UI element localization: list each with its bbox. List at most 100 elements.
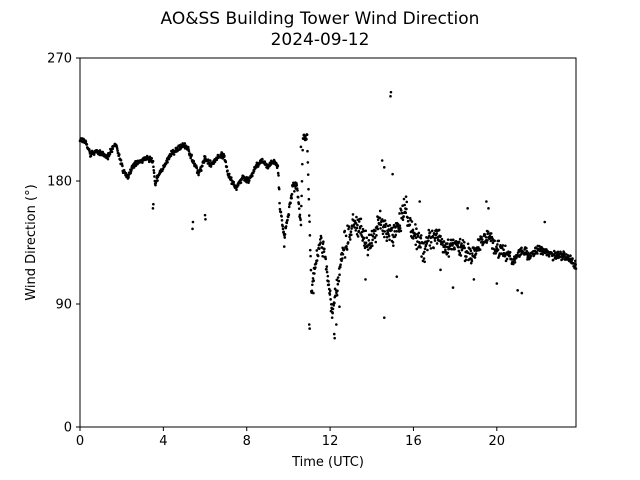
data-point <box>85 142 89 146</box>
data-point <box>539 252 543 256</box>
data-point <box>367 233 371 237</box>
data-point <box>348 235 351 239</box>
data-point <box>119 158 123 162</box>
data-point <box>283 232 287 236</box>
data-point <box>375 225 379 228</box>
data-point <box>202 161 206 164</box>
data-point <box>230 176 233 179</box>
data-point <box>299 204 303 208</box>
data-point <box>192 159 196 163</box>
data-point <box>223 154 226 158</box>
data-point <box>410 220 414 223</box>
data-point <box>327 283 331 286</box>
data-point <box>279 210 283 214</box>
data-point <box>307 214 311 217</box>
data-point <box>423 260 426 264</box>
data-point <box>355 226 359 230</box>
data-point <box>277 174 280 177</box>
data-point <box>319 241 322 244</box>
data-point <box>480 235 483 239</box>
data-point <box>166 160 169 164</box>
data-point <box>418 242 422 245</box>
data-point <box>338 265 342 269</box>
data-point <box>203 213 207 217</box>
data-point <box>482 241 485 245</box>
data-point <box>419 236 423 240</box>
data-point <box>470 259 474 263</box>
data-point <box>335 291 338 295</box>
data-point <box>346 241 350 244</box>
data-point <box>428 244 432 247</box>
data-point <box>276 164 280 168</box>
data-point <box>336 282 340 286</box>
data-point <box>478 248 482 251</box>
data-point <box>402 215 405 218</box>
data-point <box>411 228 415 232</box>
data-point <box>293 190 296 193</box>
x-tick-label: 4 <box>159 434 167 449</box>
data-point <box>313 272 316 275</box>
data-point <box>364 229 368 233</box>
data-point <box>558 255 562 259</box>
data-point <box>278 207 282 211</box>
data-point <box>458 237 462 241</box>
data-point <box>458 251 462 255</box>
data-point <box>378 209 382 213</box>
data-point <box>563 255 566 258</box>
data-point <box>378 216 382 220</box>
data-point <box>525 249 529 253</box>
data-point <box>343 256 347 259</box>
data-point <box>451 286 455 289</box>
data-point <box>282 245 286 248</box>
data-point <box>384 222 388 226</box>
data-point <box>305 133 309 137</box>
y-tick-label: 0 <box>64 421 72 436</box>
data-point <box>322 240 325 243</box>
data-point <box>308 248 312 252</box>
data-point <box>284 225 288 228</box>
data-point <box>311 277 315 280</box>
data-point <box>289 201 292 205</box>
data-point <box>247 181 250 184</box>
data-point <box>394 233 398 237</box>
data-point <box>366 248 370 251</box>
data-point <box>344 234 348 238</box>
data-point <box>339 263 342 267</box>
data-point <box>89 154 93 158</box>
data-point <box>349 230 353 233</box>
data-point <box>469 249 473 253</box>
data-point <box>350 227 353 230</box>
data-point <box>338 273 341 277</box>
data-point <box>332 304 335 307</box>
data-point <box>412 237 415 240</box>
data-point <box>286 215 290 219</box>
data-point <box>460 242 463 245</box>
data-point <box>513 261 517 264</box>
data-point <box>487 207 490 210</box>
data-point <box>84 140 88 143</box>
data-point <box>251 174 254 178</box>
data-point <box>457 249 461 253</box>
data-point <box>280 219 284 222</box>
data-point <box>297 207 301 210</box>
data-point <box>544 251 547 254</box>
data-point <box>195 166 199 170</box>
data-point <box>466 242 470 246</box>
plot-frame <box>79 57 577 428</box>
data-point <box>121 164 124 168</box>
data-point <box>371 234 375 238</box>
data-point <box>569 254 572 257</box>
data-point <box>108 152 112 156</box>
data-point <box>427 228 431 232</box>
data-point <box>406 219 410 223</box>
data-point <box>391 172 394 176</box>
data-point <box>486 239 489 242</box>
data-point <box>441 243 444 246</box>
data-point <box>486 232 490 236</box>
data-point <box>459 254 463 257</box>
data-point <box>325 270 329 274</box>
data-point <box>323 247 326 251</box>
data-point <box>356 235 360 238</box>
data-point <box>324 257 328 261</box>
data-point <box>552 249 556 253</box>
